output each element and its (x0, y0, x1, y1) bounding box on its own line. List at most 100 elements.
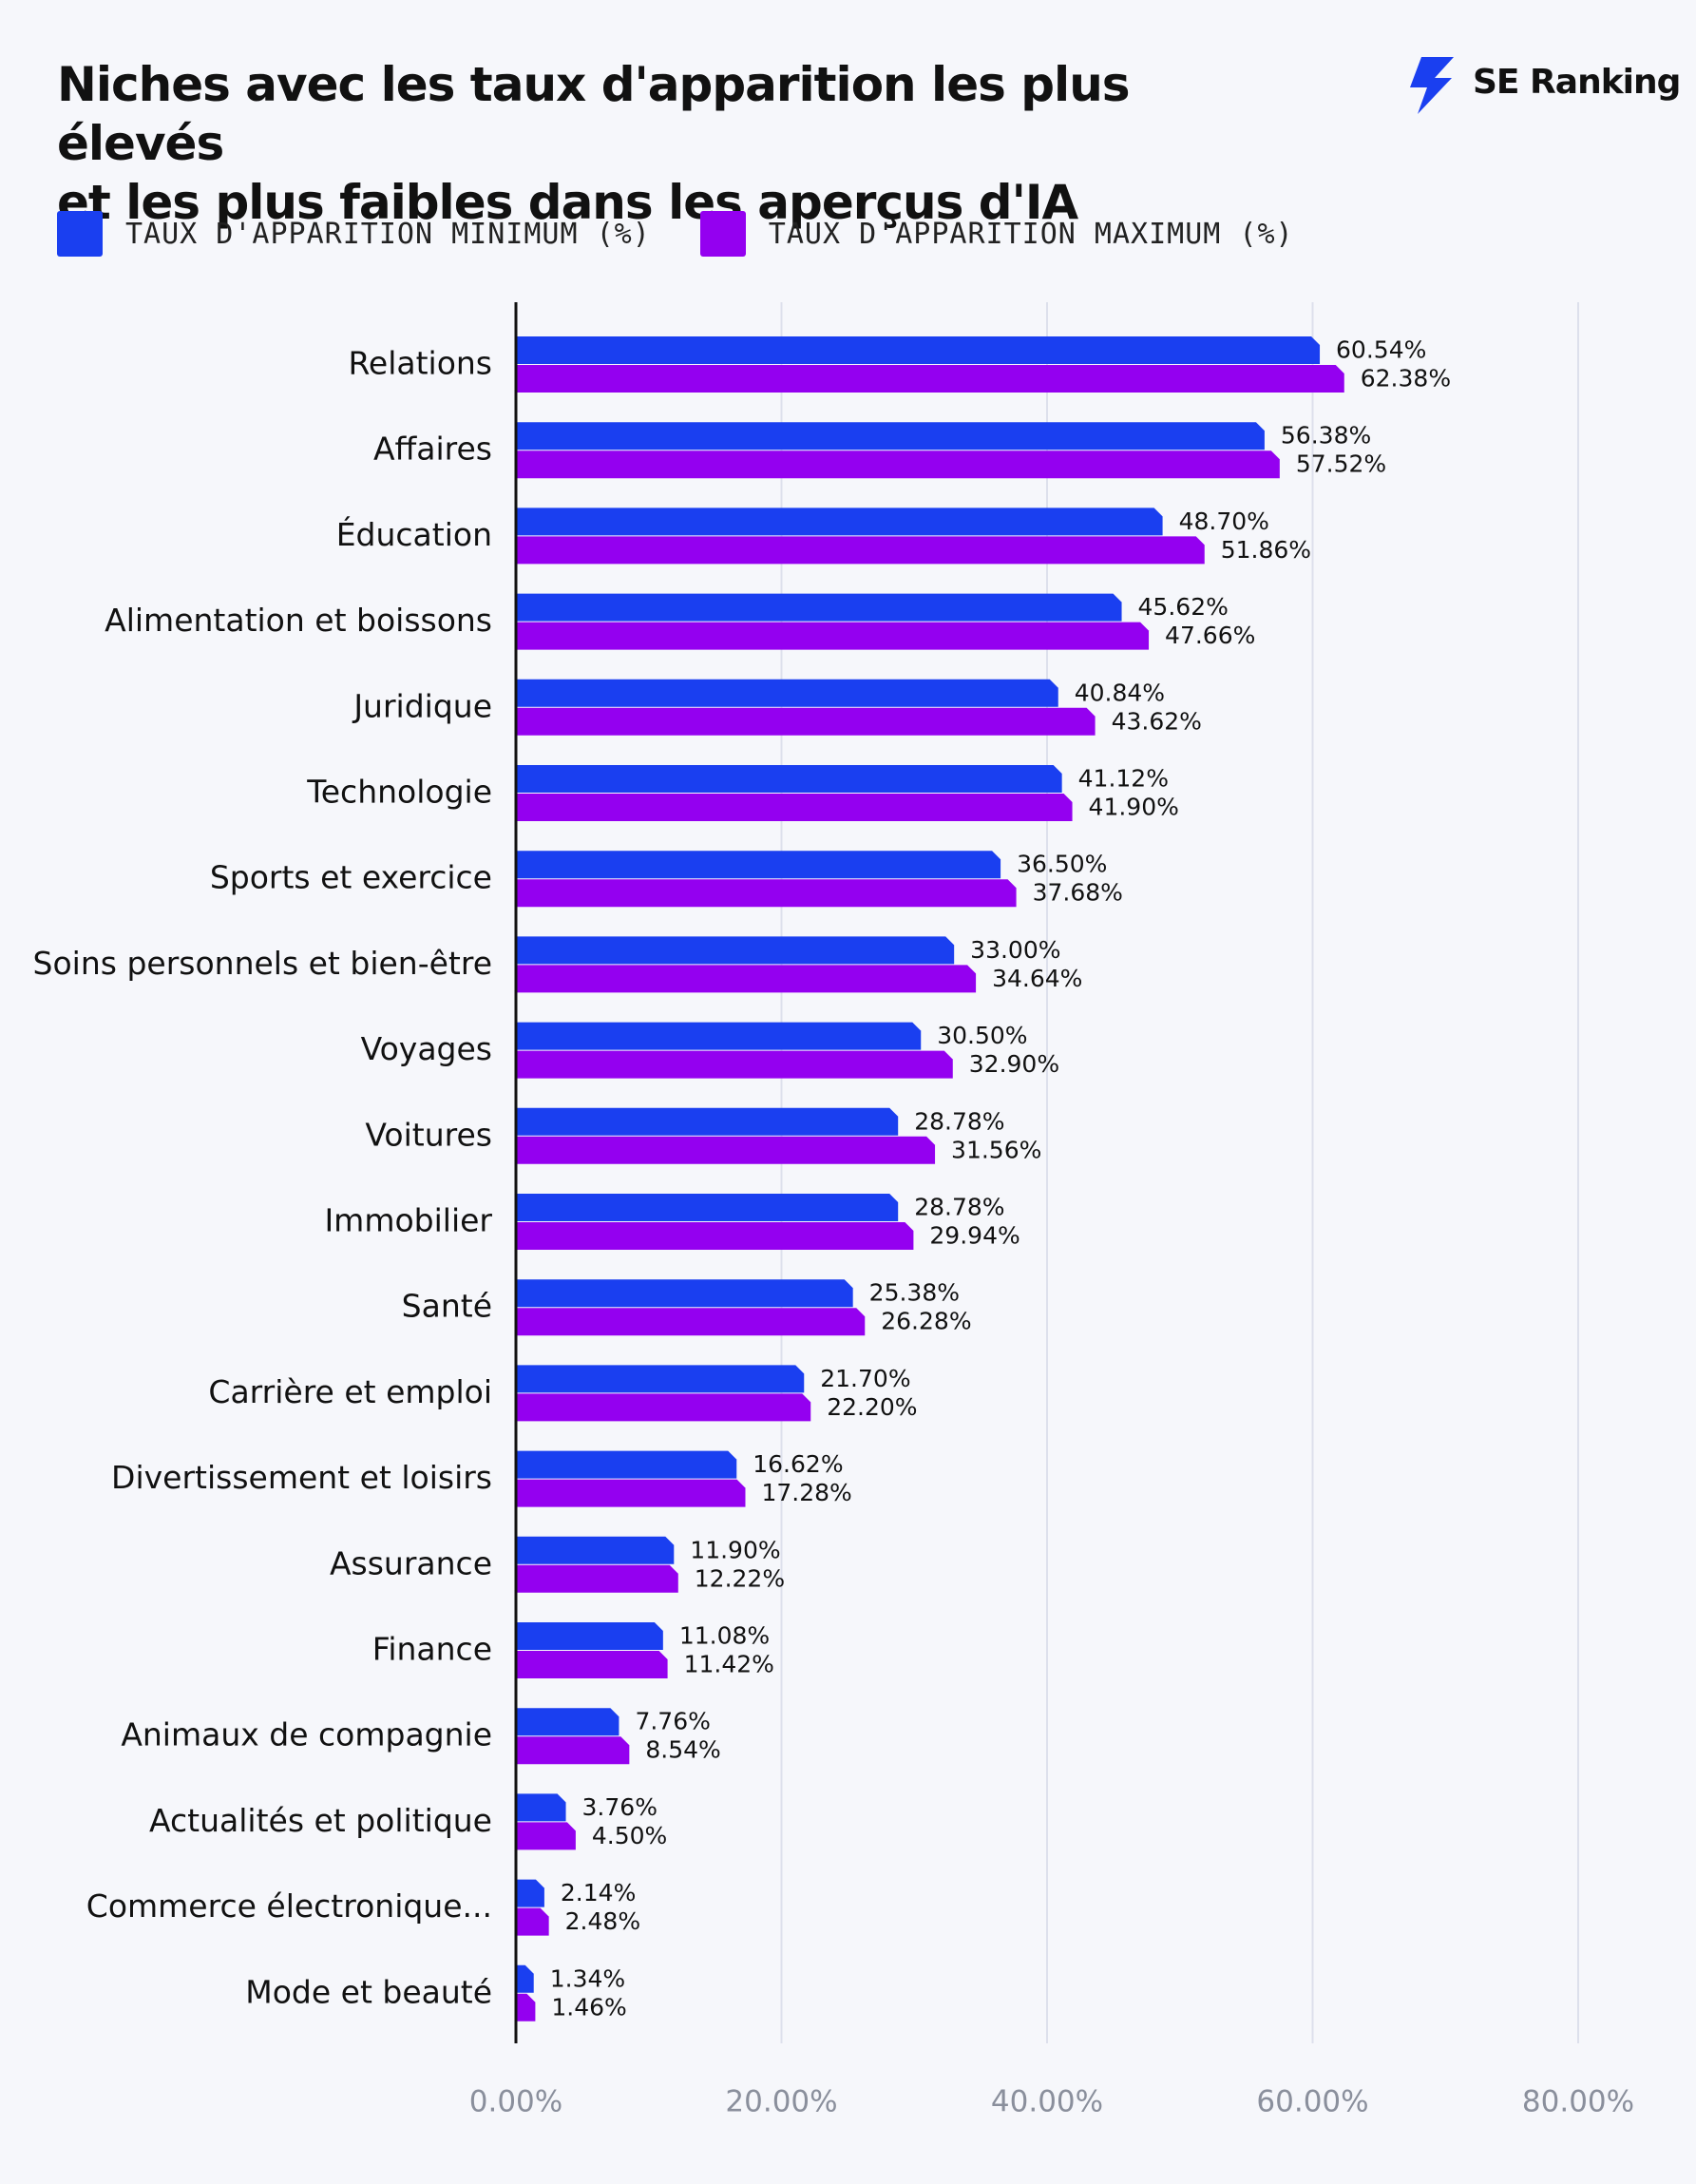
legend-item-max: TAUX D'APPARITION MAXIMUM (%) (699, 211, 1294, 257)
legend-label-min: TAUX D'APPARITION MINIMUM (%) (125, 217, 651, 251)
data-label-max: 41.90% (1089, 794, 1179, 821)
bar-max (516, 1993, 536, 2021)
data-label-min: 36.50% (1017, 851, 1107, 878)
legend: TAUX D'APPARITION MINIMUM (%) TAUX D'APP… (57, 209, 1343, 259)
bar-max (516, 794, 1073, 821)
data-label-min: 7.76% (635, 1708, 710, 1735)
bar-min (516, 1708, 619, 1736)
bar-min (516, 851, 1001, 879)
data-label-min: 11.08% (679, 1622, 770, 1650)
data-label-max: 37.68% (1033, 879, 1123, 907)
chart-title-line-2: et les plus faibles dans les aperçus d'I… (57, 175, 1078, 230)
category-label: Animaux de compagnie (121, 1716, 492, 1753)
category-label: Voitures (365, 1116, 492, 1153)
data-label-max: 22.20% (827, 1393, 917, 1421)
x-tick-label: 20.00% (725, 2085, 837, 2119)
category-label: Actualités et politique (149, 1802, 492, 1839)
bar-min (516, 1964, 534, 1993)
bar-min (516, 1107, 899, 1136)
chart-title: Niches avec les taux d'apparition les pl… (57, 55, 1292, 232)
data-label-max: 2.48% (565, 1907, 640, 1935)
data-label-max: 43.62% (1112, 707, 1202, 735)
bar-min (516, 336, 1321, 364)
bar-max (516, 965, 977, 993)
x-tick-label: 40.00% (991, 2085, 1103, 2119)
legend-swatch-min (57, 211, 103, 257)
bar-max (516, 1393, 811, 1422)
category-label: Assurance (330, 1544, 492, 1581)
data-label-min: 21.70% (820, 1365, 910, 1392)
data-label-max: 17.28% (761, 1479, 851, 1506)
x-tick-label: 0.00% (469, 2085, 562, 2119)
data-label-min: 28.78% (914, 1107, 1004, 1135)
legend-item-min: TAUX D'APPARITION MINIMUM (%) (57, 211, 651, 257)
category-label: Voyages (361, 1030, 492, 1067)
data-label-max: 29.94% (929, 1222, 1020, 1250)
bar-max (516, 365, 1344, 393)
bar-min (516, 1622, 663, 1650)
data-label-min: 56.38% (1281, 422, 1371, 450)
bar-min (516, 1793, 566, 1822)
data-label-max: 8.54% (645, 1736, 720, 1764)
bar-max (516, 707, 1096, 736)
category-label: Mode et beauté (245, 1973, 492, 2010)
bar-max (516, 450, 1280, 479)
data-label-max: 31.56% (951, 1136, 1041, 1163)
data-label-min: 45.62% (1138, 593, 1229, 621)
brand-logo: SE Ranking (1404, 55, 1681, 116)
bar-min (516, 1879, 544, 1907)
bar-max (516, 622, 1150, 650)
data-label-max: 12.22% (695, 1564, 785, 1592)
category-label: Soins personnels et bien-être (33, 945, 492, 982)
bar-max (516, 1822, 576, 1850)
data-label-min: 16.62% (753, 1450, 843, 1478)
category-label: Éducation (336, 515, 492, 553)
bar-min (516, 1279, 853, 1308)
category-label: Divertissement et loisirs (111, 1459, 492, 1496)
category-label: Sports et exercice (210, 859, 492, 896)
bar-max (516, 1479, 746, 1507)
x-tick-label: 80.00% (1522, 2085, 1634, 2119)
bar-min (516, 1194, 899, 1221)
category-label: Finance (372, 1631, 492, 1668)
bar-max (516, 1222, 914, 1250)
data-label-min: 41.12% (1078, 765, 1169, 793)
category-label: Santé (402, 1288, 492, 1325)
data-label-min: 60.54% (1336, 336, 1426, 364)
data-label-min: 33.00% (970, 936, 1060, 964)
bar-min (516, 1022, 922, 1050)
data-label-max: 62.38% (1361, 365, 1451, 393)
bar-min (516, 1450, 737, 1479)
bar-min (516, 1365, 805, 1393)
category-label: Carrière et emploi (208, 1373, 492, 1410)
bar-max (516, 1308, 866, 1336)
data-label-min: 40.84% (1075, 679, 1165, 706)
data-label-max: 51.86% (1221, 536, 1311, 564)
data-label-min: 48.70% (1179, 508, 1269, 535)
bar-min (516, 679, 1058, 707)
bar-max (516, 879, 1017, 908)
x-tick-label: 60.00% (1256, 2085, 1368, 2119)
data-label-max: 26.28% (881, 1308, 971, 1335)
data-label-max: 57.52% (1296, 450, 1386, 478)
legend-swatch-max (699, 211, 746, 257)
brand-name: SE Ranking (1473, 63, 1681, 102)
data-label-min: 25.38% (869, 1279, 960, 1307)
se-ranking-bolt-icon (1410, 57, 1454, 114)
data-label-max: 34.64% (992, 965, 1082, 992)
bar-max (516, 1564, 678, 1593)
bar-max (516, 1907, 549, 1936)
bar-max (516, 536, 1205, 565)
bar-min (516, 593, 1122, 622)
bar-min (516, 1536, 675, 1564)
data-label-min: 30.50% (937, 1022, 1027, 1049)
data-label-max: 11.42% (684, 1651, 774, 1678)
data-label-min: 28.78% (914, 1194, 1004, 1221)
legend-label-max: TAUX D'APPARITION MAXIMUM (%) (768, 217, 1294, 251)
chart-title-line-1: Niches avec les taux d'apparition les pl… (57, 57, 1131, 171)
bar-min (516, 508, 1163, 536)
data-label-max: 47.66% (1165, 622, 1255, 649)
category-label: Immobilier (324, 1202, 492, 1239)
category-label: Juridique (352, 687, 492, 724)
